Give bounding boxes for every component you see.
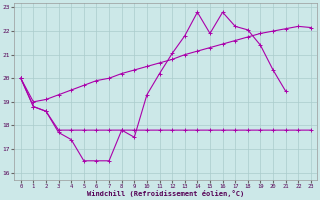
X-axis label: Windchill (Refroidissement éolien,°C): Windchill (Refroidissement éolien,°C) — [87, 190, 244, 197]
